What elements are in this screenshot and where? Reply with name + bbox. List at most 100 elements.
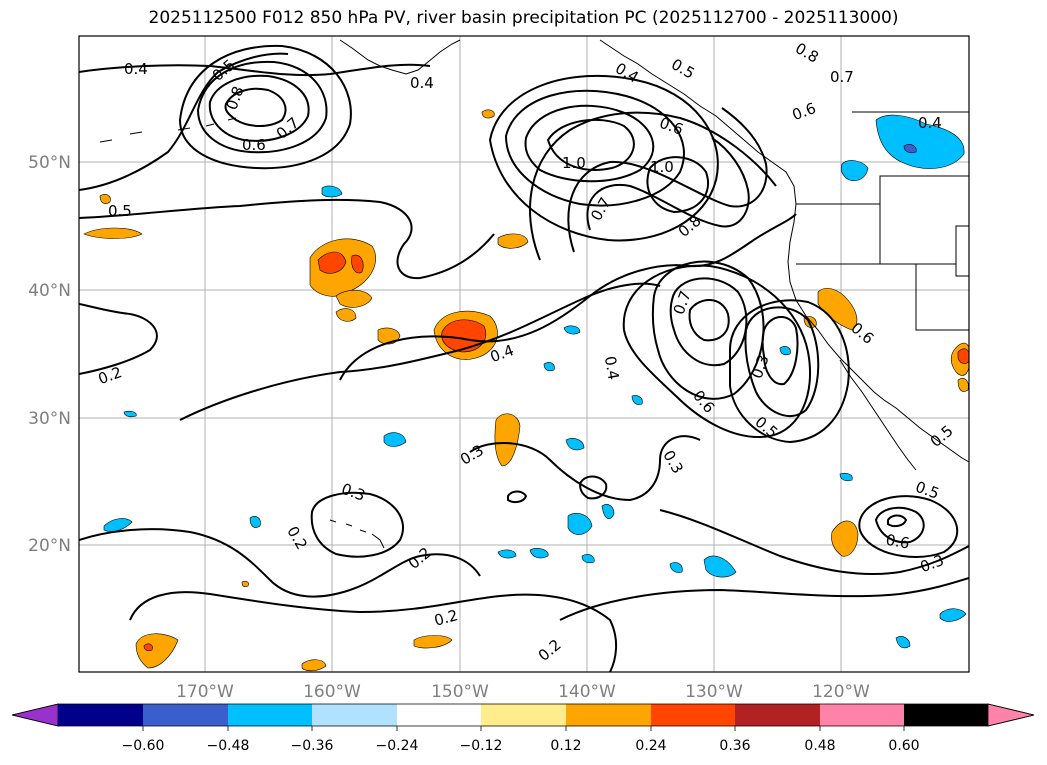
contour-0.3-ring <box>761 316 799 386</box>
colorbar-tick-label: 0.48 <box>804 738 835 754</box>
lon-label-120w: 120°W <box>812 682 870 702</box>
colorbar-segment <box>735 704 820 726</box>
precip-orange-patch <box>241 580 249 588</box>
lon-label-140w: 140°W <box>558 682 616 702</box>
precip-darkblue-patch <box>903 144 917 154</box>
colorbar-segment <box>651 704 735 726</box>
contour-east-low <box>646 156 709 214</box>
precip-orange-patch <box>83 227 143 239</box>
colorbar-segment <box>820 704 904 726</box>
colorbar-outline <box>11 703 1035 727</box>
lat-label-30n: 30°N <box>28 409 71 429</box>
precip-blue-patch <box>543 362 555 372</box>
map-frame: 0.4 0.5 0.8 0.7 0.6 0.4 0.5 0.4 0.5 0.6 … <box>79 36 969 672</box>
precip-orange-patch <box>99 194 111 204</box>
precip-blue-patch <box>103 518 133 532</box>
precip-blue-patch <box>383 432 407 447</box>
us-west-coastline <box>787 203 969 463</box>
colorbar-arrow-right <box>987 703 1035 727</box>
precip-blue-patch <box>567 513 593 535</box>
colorbar-tick-label: 0.36 <box>719 738 750 754</box>
contour-low-ring <box>208 74 310 142</box>
contour-0.2-west <box>79 303 158 375</box>
contour-label: 0.4 <box>601 355 623 382</box>
coastlines <box>99 39 969 549</box>
contour-0.4-ring-east <box>744 306 820 417</box>
contour-0.2-se <box>559 577 969 621</box>
precip-orange-patch <box>831 520 859 557</box>
contour-0.6-ring <box>669 277 748 367</box>
contour-0.2-south <box>79 528 481 598</box>
colorbar-segment <box>58 704 143 726</box>
precip-blue-patch <box>563 325 581 335</box>
colorbar-tick-label: −0.12 <box>460 738 503 754</box>
contour-label: 0.4 <box>918 114 942 132</box>
precip-blue-patch <box>779 346 791 356</box>
colorbar-segment <box>228 704 312 726</box>
colorbar-tick-label: 0.24 <box>635 738 666 754</box>
precip-blue-patch <box>321 185 343 198</box>
contour-label: 0.2 <box>432 606 460 630</box>
contour-0.5-nw <box>79 52 289 191</box>
lon-label-130w: 130°W <box>685 682 743 702</box>
colorbar-arrow-left <box>11 703 59 727</box>
contour-east-lower <box>887 514 908 528</box>
colorbar-tick-label: −0.24 <box>376 738 419 754</box>
map-border <box>78 35 970 673</box>
contour-low-ring <box>196 60 328 154</box>
precip-orange-patch <box>413 635 453 649</box>
state-border <box>915 264 969 331</box>
bc-coastline <box>599 39 797 205</box>
precip-red-patch <box>351 254 364 274</box>
precip-red-patch <box>441 319 486 353</box>
precip-orange-patch <box>481 109 495 119</box>
precip-blue-patch <box>249 516 261 528</box>
precip-red-patch <box>957 348 969 364</box>
contour-0.5-ring-east <box>729 299 850 444</box>
contour-central-low <box>488 74 719 242</box>
precip-orange-patch <box>497 233 529 249</box>
alaska-coastline <box>339 39 461 75</box>
precip-blue-patch <box>581 554 595 564</box>
contour-low-ring <box>178 44 352 170</box>
precip-blue-patch <box>565 438 585 451</box>
contour-0.4-ring <box>622 264 812 438</box>
precip-shading <box>83 109 969 672</box>
precip-red-patch <box>143 643 153 652</box>
contour-low-ring <box>224 87 287 127</box>
contour-label: 1.0 <box>562 154 586 172</box>
contour-0.5-mid <box>79 198 495 280</box>
contour-east-lower <box>874 506 925 544</box>
contour-0.3-south <box>469 435 701 502</box>
colorbar-segment <box>566 704 651 726</box>
precip-blue-patch <box>703 555 737 578</box>
precip-orange-patch <box>301 659 327 672</box>
colorbar-tick-label: −0.48 <box>207 738 250 754</box>
contour-0.4-main <box>339 213 797 381</box>
contour-0.4-north <box>79 63 431 77</box>
lat-axis-labels: 50°N 40°N 30°N 20°N <box>28 153 71 556</box>
precip-blue-patch <box>497 549 517 559</box>
precip-blue-patch <box>840 160 869 181</box>
colorbar-segment <box>904 704 988 726</box>
lat-label-20n: 20°N <box>28 536 71 556</box>
contour-0.3-se <box>659 509 969 575</box>
precip-blue-patch <box>895 636 911 649</box>
contour-central-low <box>504 89 685 207</box>
precip-blue-patch <box>529 548 549 559</box>
precip-blue-patch <box>631 395 643 405</box>
lon-label-160w: 160°W <box>303 682 361 702</box>
precip-red-patch <box>317 251 347 274</box>
hawaii-islands <box>329 519 385 549</box>
pv-contours <box>79 44 969 672</box>
contour-0.8 <box>567 107 768 253</box>
contour-label: 1.0 <box>650 158 674 176</box>
colorbar-tick-label: −0.36 <box>291 738 334 754</box>
colorbar-segment <box>481 704 566 726</box>
precip-blue-patch <box>875 114 965 169</box>
contour-0.7-ring <box>688 299 730 342</box>
contour-label: 0.5 <box>108 202 132 220</box>
contour-label: 0.7 <box>830 68 854 86</box>
colorbar: −0.60 −0.48 −0.36 −0.24 −0.12 0.12 0.24 … <box>11 703 1035 754</box>
